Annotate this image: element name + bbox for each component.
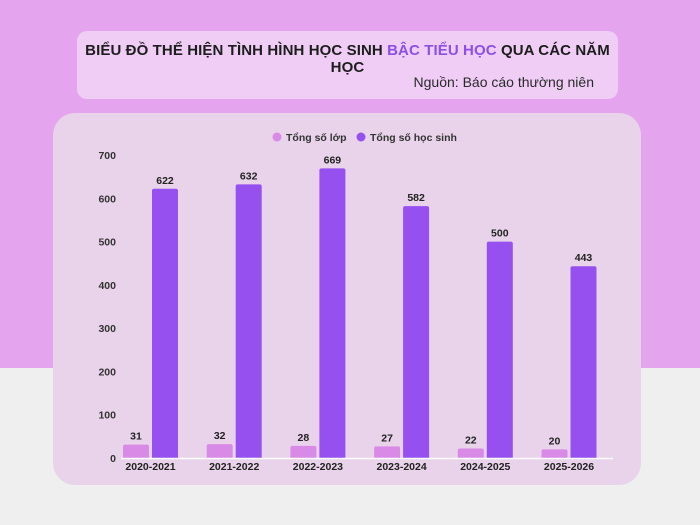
bar-students xyxy=(319,168,346,458)
y-axis: 0 100 200 300 400 500 600 700 xyxy=(98,150,116,465)
bar-students xyxy=(570,266,597,458)
bar-classes xyxy=(290,445,317,458)
chart-title: BIỂU ĐỒ THỂ HIỆN TÌNH HÌNH HỌC SINH BẬC … xyxy=(77,42,618,76)
data-label: 582 xyxy=(407,192,425,204)
source-note: Nguồn: Báo cáo thường niên xyxy=(413,74,594,90)
y-tick-label: 700 xyxy=(98,150,116,162)
bar-classes xyxy=(541,449,568,458)
x-tick-label: 2024-2025 xyxy=(460,461,510,473)
bar-students xyxy=(403,206,430,458)
legend-label-1: Tổng số học sinh xyxy=(370,132,457,144)
x-tick-label: 2020-2021 xyxy=(125,461,175,473)
y-tick-label: 300 xyxy=(98,323,116,335)
bar-classes xyxy=(206,444,233,458)
y-tick-label: 600 xyxy=(98,193,116,205)
data-label: 632 xyxy=(240,170,258,182)
bar-classes xyxy=(374,446,401,458)
bars: 31 622 32 632 28 669 27 582 22 500 20 443 xyxy=(123,154,597,458)
data-label: 22 xyxy=(465,434,477,446)
data-label: 20 xyxy=(549,435,561,447)
data-label: 500 xyxy=(491,228,509,240)
data-label: 669 xyxy=(324,154,342,166)
legend-label-0: Tổng số lớp xyxy=(286,132,347,144)
y-tick-label: 100 xyxy=(98,410,116,422)
x-tick-label: 2023-2024 xyxy=(376,461,426,473)
data-label: 31 xyxy=(130,431,142,443)
x-axis: 2020-2021 2021-2022 2022-2023 2023-2024 2024… xyxy=(121,457,613,473)
bar-students xyxy=(235,184,262,458)
chart-card: Tổng số lớp Tổng số học sinh 0 100 200 300 40… xyxy=(53,113,641,485)
data-label: 27 xyxy=(381,432,393,444)
title-suffix: QUA CÁC NĂM HỌC xyxy=(330,42,610,76)
x-tick-label: 2022-2023 xyxy=(293,461,343,473)
legend-swatch-1 xyxy=(356,132,366,142)
bar-classes xyxy=(123,444,149,458)
bar-chart: Tổng số lớp Tổng số học sinh 0 100 200 300 40… xyxy=(98,132,613,473)
x-tick-label: 2021-2022 xyxy=(209,461,259,473)
data-label: 28 xyxy=(298,432,310,444)
title-highlight: BẬC TIỂU HỌC xyxy=(387,42,497,59)
title-card: BIỂU ĐỒ THỂ HIỆN TÌNH HÌNH HỌC SINH BẬC … xyxy=(77,31,618,99)
y-tick-label: 200 xyxy=(98,366,116,378)
data-label: 32 xyxy=(214,430,226,442)
y-tick-label: 0 xyxy=(110,453,116,465)
bar-students xyxy=(486,241,513,458)
x-tick-label: 2025-2026 xyxy=(544,461,594,473)
bar-classes xyxy=(457,448,484,458)
bar-students xyxy=(152,188,178,458)
y-tick-label: 500 xyxy=(98,237,116,249)
legend: Tổng số lớp Tổng số học sinh xyxy=(272,132,457,144)
title-prefix: BIỂU ĐỒ THỂ HIỆN TÌNH HÌNH HỌC SINH xyxy=(85,42,388,59)
data-label: 443 xyxy=(575,252,593,264)
legend-swatch-0 xyxy=(272,132,282,142)
data-label: 622 xyxy=(156,175,174,187)
y-tick-label: 400 xyxy=(98,280,116,292)
